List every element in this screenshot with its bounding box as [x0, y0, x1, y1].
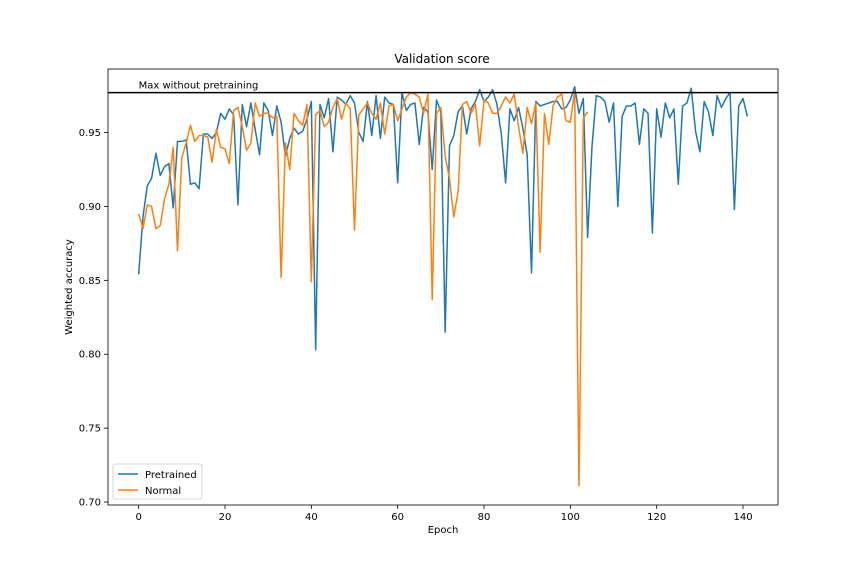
plot-frame	[107, 68, 779, 506]
x-tick-label: 120	[647, 512, 666, 523]
series-line-normal	[137, 90, 589, 487]
x-tick-label: 60	[391, 512, 404, 523]
y-tick-label: 0.80	[79, 350, 101, 361]
series-layer	[137, 85, 749, 487]
x-axis-ticks: 0 20 40 60 80 100 120 140	[135, 505, 753, 523]
x-tick-label: 40	[305, 512, 318, 523]
x-tick-label: 20	[219, 512, 232, 523]
legend-label-pretrained: Pretrained	[145, 470, 197, 481]
y-tick-label: 0.85	[79, 276, 101, 287]
x-axis-label: Epoch	[428, 525, 459, 536]
x-tick-label: 80	[478, 512, 491, 523]
x-tick-label: 140	[733, 512, 752, 523]
y-tick-label: 0.75	[79, 424, 101, 435]
y-tick-label: 0.70	[79, 498, 101, 509]
y-tick-label: 0.90	[79, 202, 101, 213]
series-line-pretrained	[137, 85, 749, 351]
x-tick-label: 100	[561, 512, 580, 523]
y-axis-ticks: 0.70 0.75 0.80 0.85 0.90 0.95	[79, 128, 108, 509]
y-axis-label: Weighted accuracy	[64, 239, 75, 335]
x-tick-label: 0	[135, 512, 141, 523]
y-tick-label: 0.95	[79, 128, 101, 139]
legend: Pretrained Normal	[112, 463, 203, 500]
chart-title: Validation score	[394, 52, 489, 66]
reference-line-label: Max without pretraining	[139, 81, 259, 92]
reference-line-layer: Max without pretraining	[108, 81, 778, 94]
legend-label-normal: Normal	[145, 486, 181, 497]
